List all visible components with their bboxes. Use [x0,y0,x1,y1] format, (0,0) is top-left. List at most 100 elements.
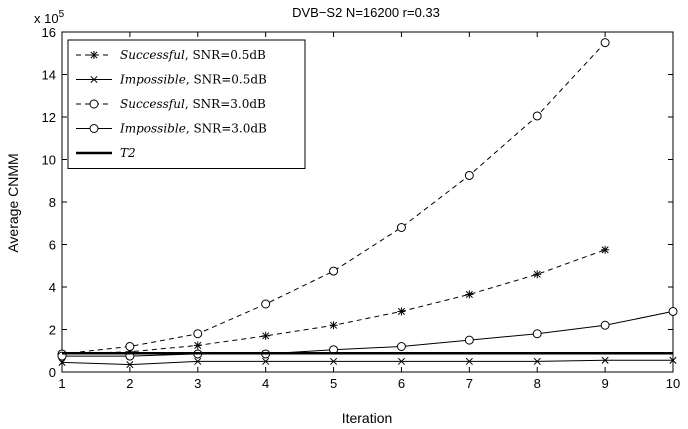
x-axis-label: Iteration [342,410,393,426]
legend-swatch-marker-stroke [90,75,98,84]
y-tick-label: 6 [49,238,56,253]
legend-entry-emph: Impossible [119,122,186,136]
y-exponent-base: x 10 [34,11,59,26]
legend-entry-rest: , SNR=0.5dB [186,73,267,87]
series-2-point-stroke [669,356,677,364]
series-3-point [464,170,474,180]
legend-entry-emph: Successful [120,48,185,62]
x-tick-label: 6 [398,376,405,391]
series-2 [58,356,677,369]
x-tick-label: 7 [466,376,473,391]
series-3-point [396,223,406,232]
series-4-point-shape [668,306,678,316]
x-tick-label: 4 [262,376,269,391]
series-3-point-shape [464,170,474,180]
series-3-point-shape [125,342,135,351]
series-1-point [465,290,474,299]
series-2-point [262,357,270,365]
series-2-point [397,357,405,365]
legend-entry-rest: , SNR=0.5dB [185,48,266,62]
series-3-point [329,266,339,276]
legend-entry-rest: , SNR=3.0dB [186,122,267,136]
legend-swatch-marker-shape [89,99,99,109]
legend-entry-rest: , SNR=3.0dB [185,97,266,111]
legend-entry-label: Impossible, SNR=3.0dB [119,122,267,136]
series-2-point [126,361,134,369]
series-3-point-shape [261,299,271,309]
x-tick-label: 2 [126,376,133,391]
series-layer [57,38,678,369]
series-2-point-stroke [397,357,405,365]
series-2-point-stroke [465,357,473,365]
series-1-point [329,321,338,330]
y-exponent-power: 5 [59,9,65,20]
legend-swatch-marker [89,99,99,109]
series-4-line [62,310,674,357]
legend-swatch-marker-shape [89,124,99,133]
y-tick-label: 14 [42,68,56,83]
legend-entry-label: Impossible, SNR=0.5dB [119,73,267,87]
series-4-point-shape [396,342,406,351]
series-2-point [533,357,541,365]
x-tick-label: 5 [330,376,337,391]
series-4-point [396,342,406,351]
series-4-point-shape [600,320,610,330]
series-1-point [601,245,610,254]
series-3-point [261,299,271,309]
series-2-point [330,357,338,365]
series-1-point [533,270,542,279]
legend-entry-emph: Impossible [119,73,186,87]
legend-entry-label: T2 [120,146,136,160]
series-2-point [669,356,677,364]
series-3-line [61,42,606,355]
series-2-point-stroke [126,361,134,369]
series-4-point-shape [464,335,474,345]
series-4 [57,306,678,361]
y-tick-label: 10 [42,153,56,168]
y-tick-label: 8 [49,195,56,210]
y-tick-label: 2 [49,323,56,338]
legend-entry-label: Successful, SNR=0.5dB [120,48,266,62]
legend-swatch-marker [90,51,98,59]
series-2-point [601,356,609,364]
series-3-point [600,38,610,48]
series-2-point [58,358,66,366]
y-tick-label: 16 [42,25,56,40]
series-3-point [125,342,135,351]
series-3-point-shape [532,111,542,121]
y-tick-label: 4 [49,280,56,295]
series-2-point-stroke [330,357,338,365]
x-tick-label: 8 [534,376,541,391]
y-axis-label: Average CNMM [5,153,21,252]
series-4-point [600,320,610,330]
legend-entry-label: Successful, SNR=3.0dB [120,97,266,111]
series-4-point [532,329,542,339]
series-2-point-stroke [262,357,270,365]
series-4-point-shape [532,329,542,339]
series-3-point [532,111,542,121]
series-2-point [194,357,202,365]
series-1-point [193,341,202,350]
series-3-point-shape [329,266,339,276]
series-4-point [464,335,474,345]
y-tick-label: 12 [42,110,56,125]
y-tick-label: 0 [49,365,56,380]
series-3-point-shape [193,329,203,339]
legend-entry-emph: T2 [120,146,136,160]
series-2-point-stroke [533,357,541,365]
series-2-point-stroke [58,358,66,366]
series-1-point [261,331,270,340]
x-tick-label: 3 [194,376,201,391]
legend-entry-emph: Successful [120,97,185,111]
series-2-point [465,357,473,365]
series-1-point [397,307,406,316]
y-axis-exponent: x 105 [34,9,65,26]
series-3-point-shape [396,223,406,232]
series-2-point-stroke [194,357,202,365]
series-4-point [668,306,678,316]
chart-title: DVB−S2 N=16200 r=0.33 [292,5,440,20]
series-2-point-stroke [601,356,609,364]
x-tick-label: 1 [58,376,65,391]
